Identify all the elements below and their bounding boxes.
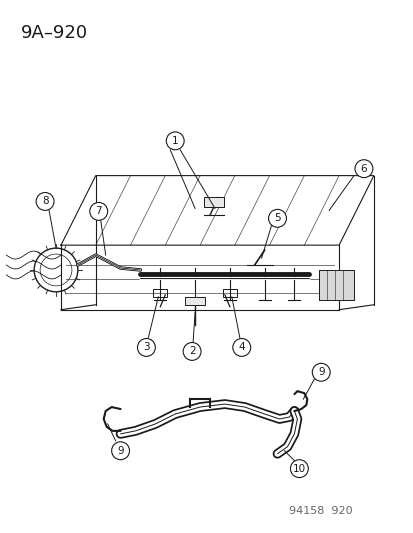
Circle shape: [290, 459, 308, 478]
Circle shape: [112, 442, 129, 459]
Text: 10: 10: [292, 464, 305, 474]
FancyBboxPatch shape: [204, 197, 223, 207]
Text: 9A–920: 9A–920: [21, 23, 88, 42]
Text: 2: 2: [188, 346, 195, 357]
Text: 7: 7: [95, 206, 102, 216]
FancyBboxPatch shape: [185, 297, 204, 305]
Text: 1: 1: [171, 136, 178, 146]
Text: 8: 8: [42, 197, 48, 206]
Circle shape: [90, 203, 107, 220]
Circle shape: [354, 160, 372, 177]
Circle shape: [268, 209, 286, 227]
Circle shape: [311, 364, 330, 381]
Text: 94158  920: 94158 920: [289, 506, 352, 516]
Circle shape: [137, 338, 155, 357]
Text: 9: 9: [317, 367, 324, 377]
Text: 5: 5: [273, 213, 280, 223]
Circle shape: [232, 338, 250, 357]
Text: 9: 9: [117, 446, 123, 456]
Circle shape: [166, 132, 184, 150]
Circle shape: [183, 343, 201, 360]
FancyBboxPatch shape: [318, 270, 353, 300]
Text: 4: 4: [238, 343, 244, 352]
Text: 6: 6: [360, 164, 366, 174]
Text: 3: 3: [143, 343, 150, 352]
Circle shape: [36, 192, 54, 211]
